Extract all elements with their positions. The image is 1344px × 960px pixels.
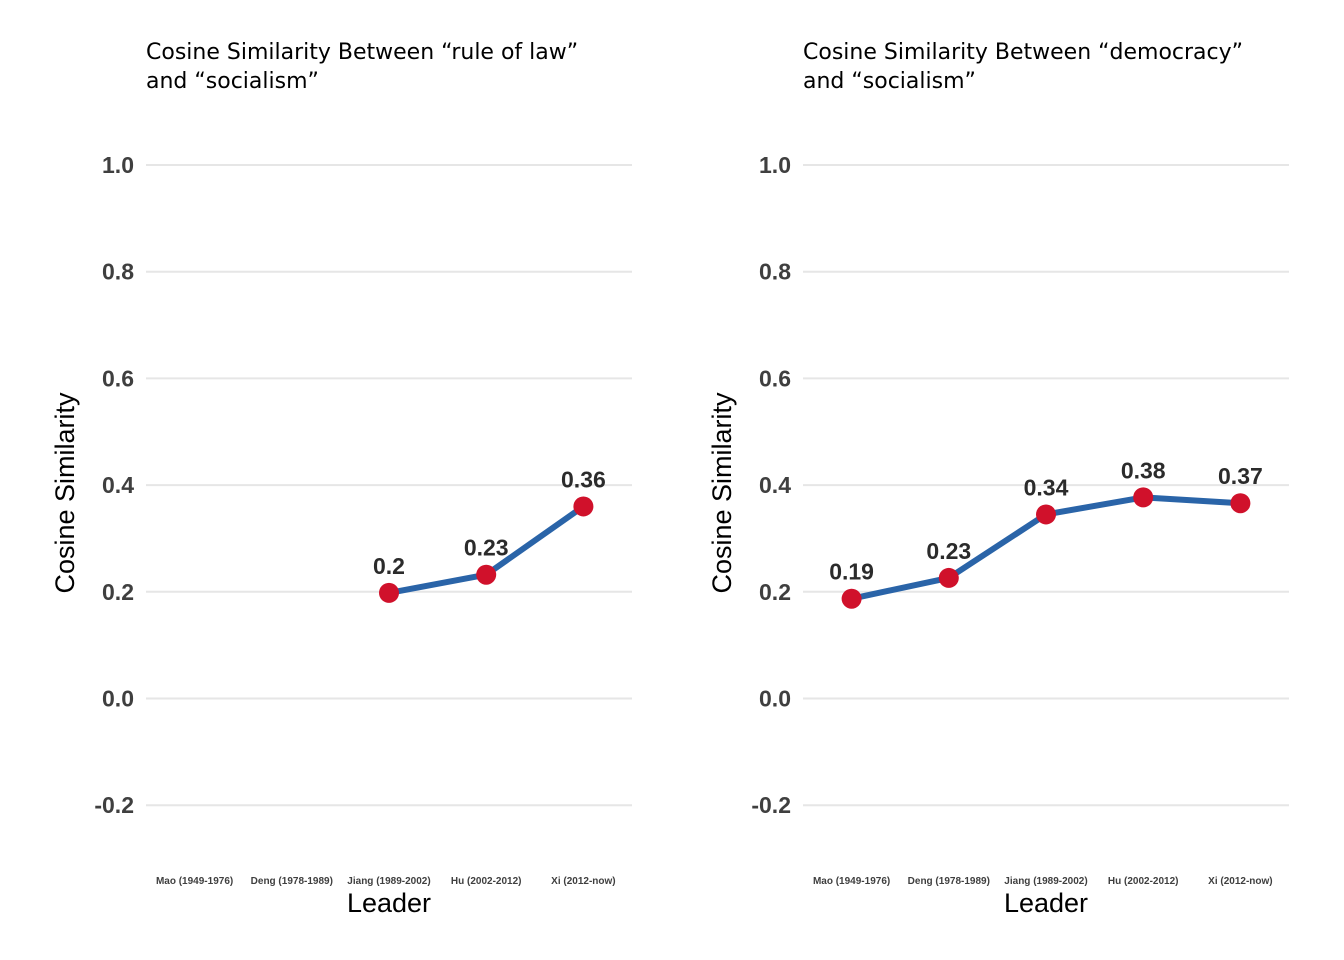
data-label: 0.19 [829,559,874,585]
chart-title: Cosine Similarity Between “rule of law” [146,40,578,65]
y-tick-label: 0.4 [102,472,134,498]
y-tick-label: -0.2 [751,792,791,818]
y-tick-label: 0.8 [759,259,791,285]
x-tick-label: Jiang (1989-2002) [347,876,430,887]
y-tick-label: 0.2 [102,579,134,605]
x-tick-label: Hu (2002-2012) [1108,876,1179,887]
chart-title: and “socialism” [146,69,319,94]
data-label: 0.37 [1218,463,1263,489]
chart-panel-1: Cosine Similarity Between “rule of law” a… [50,40,632,918]
y-tick-label: 0.6 [102,365,134,391]
y-tick-label: 0.2 [759,579,791,605]
data-point [379,582,399,603]
y-tick-label: -0.2 [94,792,134,818]
x-tick-label: Jiang (1989-2002) [1004,876,1087,887]
data-label: 0.36 [561,466,606,492]
x-tick-label: Mao (1949-1976) [156,876,233,887]
data-point [1036,504,1056,525]
data-label: 0.38 [1121,457,1166,483]
data-point [476,564,497,585]
data-point [1230,493,1251,514]
y-axis-title: Cosine Similarity [50,392,80,594]
data-label: 0.34 [1024,474,1069,500]
data-point [1133,487,1154,508]
x-tick-label: Deng (1978-1989) [908,876,990,887]
chart-title: and “socialism” [803,69,976,94]
data-point [938,567,959,588]
data-point [573,496,594,517]
chart-title: Cosine Similarity Between “democracy” [803,40,1243,65]
y-tick-label: 0.6 [759,365,791,391]
x-tick-label: Xi (2012-now) [551,876,615,887]
x-axis-title: Leader [347,888,431,918]
y-tick-label: 1.0 [759,152,791,178]
y-tick-label: 0.0 [759,686,791,712]
y-tick-label: 0.4 [759,472,791,498]
x-axis-title: Leader [1004,888,1088,918]
data-label: 0.23 [926,538,971,564]
chart-panel-2: Cosine Similarity Between “democracy” and… [707,40,1289,918]
y-axis-title: Cosine Similarity [707,392,737,594]
y-tick-label: 0.8 [102,259,134,285]
x-tick-label: Deng (1978-1989) [251,876,333,887]
data-label: 0.2 [373,553,405,579]
data-label: 0.23 [464,535,509,561]
y-tick-label: 0.0 [102,686,134,712]
x-tick-label: Hu (2002-2012) [451,876,522,887]
x-tick-label: Xi (2012-now) [1208,876,1272,887]
y-tick-label: 1.0 [102,152,134,178]
data-point [841,588,862,609]
x-tick-label: Mao (1949-1976) [813,876,890,887]
